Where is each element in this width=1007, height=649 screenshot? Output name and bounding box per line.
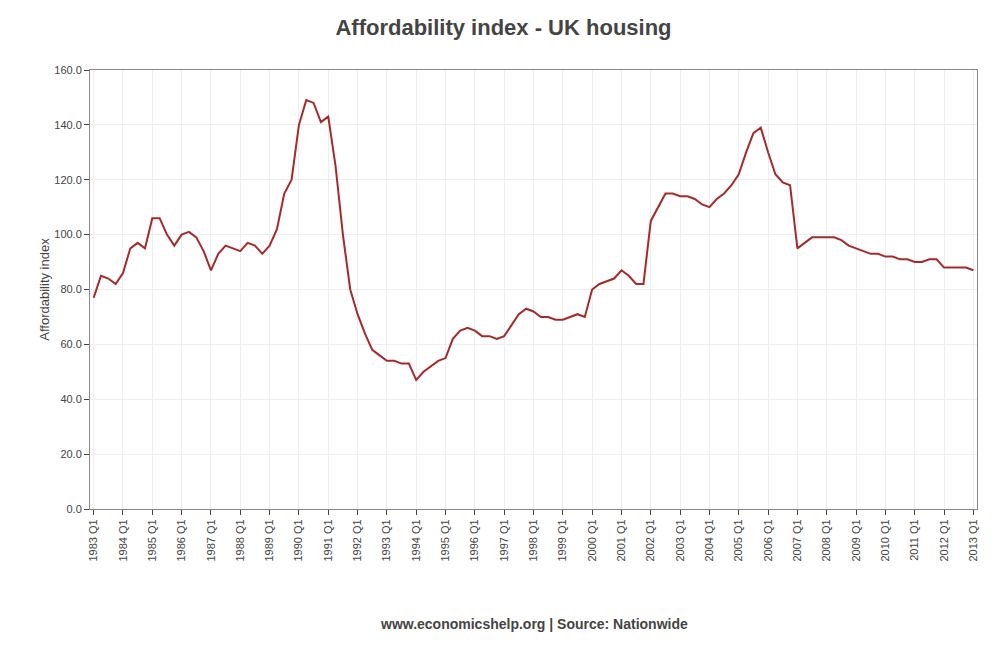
svg-text:2010 Q1: 2010 Q1 [879, 519, 891, 561]
svg-text:1985 Q1: 1985 Q1 [146, 519, 158, 561]
svg-text:1984 Q1: 1984 Q1 [117, 519, 129, 561]
svg-text:1991 Q1: 1991 Q1 [322, 519, 334, 561]
svg-text:2012 Q1: 2012 Q1 [938, 519, 950, 561]
svg-text:20.0: 20.0 [60, 448, 81, 460]
svg-text:1983 Q1: 1983 Q1 [87, 519, 99, 561]
svg-text:1986 Q1: 1986 Q1 [175, 519, 187, 561]
svg-text:Affordability index - UK housi: Affordability index - UK housing [335, 15, 671, 40]
svg-text:2008 Q1: 2008 Q1 [820, 519, 832, 561]
svg-text:100.0: 100.0 [54, 228, 82, 240]
svg-text:2000 Q1: 2000 Q1 [586, 519, 598, 561]
svg-text:2011 Q1: 2011 Q1 [908, 519, 920, 560]
svg-text:2005 Q1: 2005 Q1 [732, 519, 744, 561]
svg-text:www.economicshelp.org | Source: www.economicshelp.org | Source: Nationwi… [380, 616, 688, 632]
svg-text:160.0: 160.0 [54, 64, 82, 76]
svg-text:1993 Q1: 1993 Q1 [380, 519, 392, 561]
svg-text:1997 Q1: 1997 Q1 [498, 519, 510, 561]
svg-text:80.0: 80.0 [60, 283, 81, 295]
svg-text:1992 Q1: 1992 Q1 [351, 519, 363, 561]
svg-text:40.0: 40.0 [60, 393, 81, 405]
svg-text:2007 Q1: 2007 Q1 [791, 519, 803, 561]
svg-text:Affordability index: Affordability index [37, 238, 52, 341]
svg-text:0.0: 0.0 [67, 503, 82, 515]
svg-text:1988 Q1: 1988 Q1 [234, 519, 246, 561]
svg-text:1999 Q1: 1999 Q1 [556, 519, 568, 561]
svg-text:1994 Q1: 1994 Q1 [410, 519, 422, 561]
svg-text:1996 Q1: 1996 Q1 [468, 519, 480, 561]
svg-text:1995 Q1: 1995 Q1 [439, 519, 451, 561]
svg-text:1998 Q1: 1998 Q1 [527, 519, 539, 561]
svg-text:1989 Q1: 1989 Q1 [263, 519, 275, 561]
svg-text:140.0: 140.0 [54, 119, 82, 131]
svg-text:2004 Q1: 2004 Q1 [703, 519, 715, 561]
svg-text:2009 Q1: 2009 Q1 [850, 519, 862, 561]
svg-text:120.0: 120.0 [54, 174, 82, 186]
svg-text:2001 Q1: 2001 Q1 [615, 519, 627, 561]
svg-text:1987 Q1: 1987 Q1 [205, 519, 217, 561]
svg-text:2006 Q1: 2006 Q1 [762, 519, 774, 561]
svg-text:60.0: 60.0 [60, 338, 81, 350]
svg-text:1990 Q1: 1990 Q1 [292, 519, 304, 561]
svg-text:2002 Q1: 2002 Q1 [644, 519, 656, 561]
svg-text:2013 Q1: 2013 Q1 [967, 519, 979, 561]
svg-text:2003 Q1: 2003 Q1 [674, 519, 686, 561]
